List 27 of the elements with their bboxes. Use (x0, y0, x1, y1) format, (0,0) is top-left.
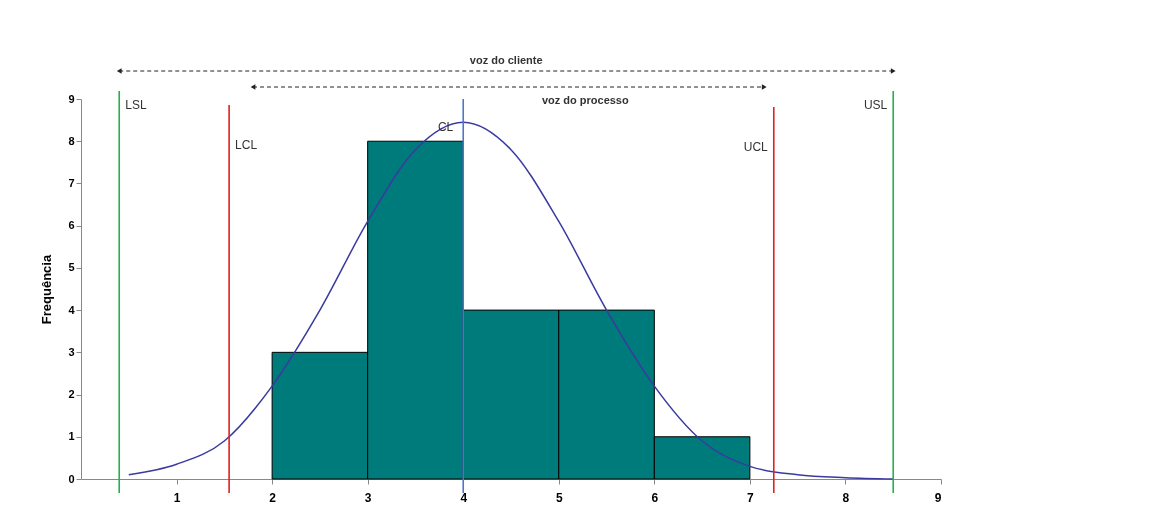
y-axis-title: Frequência (39, 254, 55, 325)
y-tick-label: 7 (68, 176, 75, 189)
x-tick-label: 7 (747, 490, 755, 505)
annotation: voz do processo (541, 94, 629, 106)
y-tick-label: 6 (68, 219, 75, 232)
text: voz do cliente (469, 54, 543, 66)
y-tick-label: 2 (68, 388, 75, 401)
ref-line-label: LSL (125, 98, 147, 112)
y-tick-label: 1 (68, 430, 75, 443)
x-tick-label: 1 (173, 490, 181, 505)
y-tick-label: 3 (68, 345, 75, 358)
y-tick-label: 5 (68, 261, 75, 274)
y-tick-label: 9 (68, 92, 75, 105)
ref-line-label: LCL (235, 138, 258, 152)
x-tick-label: 2 (269, 490, 277, 505)
ref-line-label: UCL (743, 140, 769, 154)
y-tick-label: 4 (68, 303, 76, 316)
x-tick-label: 9 (934, 490, 942, 505)
y-tick-label: 8 (68, 134, 75, 147)
x-tick-label: 4 (460, 490, 468, 505)
ref-line-label: USL (863, 98, 888, 112)
line-series (128, 121, 894, 480)
x-tick-label: 8 (842, 490, 850, 505)
x-tick-label: 5 (555, 490, 563, 505)
x-tick-label: 6 (651, 490, 659, 505)
x-tick-label: 3 (364, 490, 372, 505)
y-tick-label: 0 (68, 472, 75, 485)
